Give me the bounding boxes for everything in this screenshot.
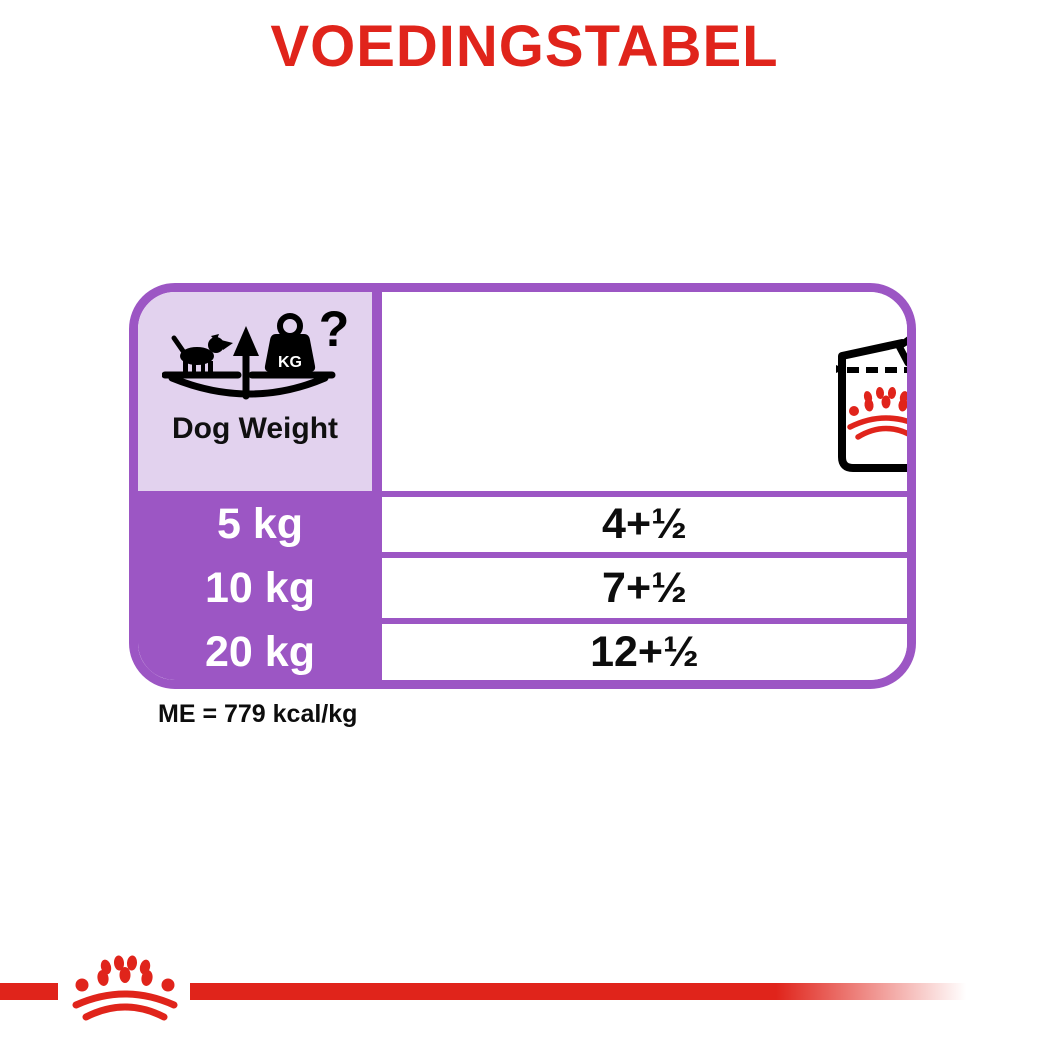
column-divider xyxy=(372,292,382,491)
header-separator xyxy=(138,491,907,497)
page-title: VOEDINGSTABEL xyxy=(270,14,779,79)
metabolizable-energy-note: ME = 779 kcal/kg xyxy=(158,700,358,728)
tear-notch xyxy=(836,365,845,373)
question-mark-icon: ? xyxy=(319,304,348,357)
pouch-flap xyxy=(895,336,907,367)
dog-weight-header-cell: KG ? Dog Weight xyxy=(138,292,372,491)
dog-weight-scale-icon: KG ? xyxy=(162,304,348,400)
food-pouch-icon xyxy=(836,336,907,472)
weight-cell: 5 kg xyxy=(216,500,304,548)
feeding-table: KG ? Dog Weight xyxy=(129,283,916,689)
portion-cell: 12+½ xyxy=(382,624,907,680)
brand-stripe-left xyxy=(0,983,58,1000)
svg-text:KG: KG xyxy=(278,354,302,371)
royal-canin-crown-icon xyxy=(72,955,178,1021)
row-separator xyxy=(382,552,907,558)
portion-cell: 4+½ xyxy=(382,497,907,552)
portion-cell: 7+½ xyxy=(382,558,907,618)
weight-cell: 20 kg xyxy=(205,627,315,676)
weight-column: 5 kg 10 kg 20 kg xyxy=(138,491,382,680)
dog-weight-label: Dog Weight xyxy=(171,412,339,445)
kg-weight-icon: KG xyxy=(264,313,316,372)
dog-silhouette-icon xyxy=(171,334,233,375)
weight-cell: 10 kg xyxy=(205,563,315,612)
crown-mark-red xyxy=(847,387,907,440)
brand-stripe-right xyxy=(190,983,982,1000)
row-separator xyxy=(382,618,907,624)
pouch-header-cell xyxy=(382,292,907,491)
